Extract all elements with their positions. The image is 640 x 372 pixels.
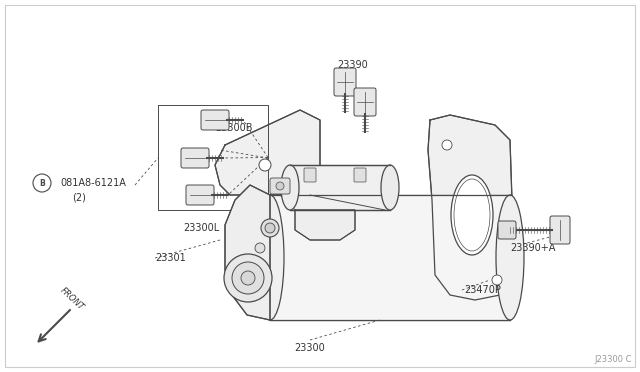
Ellipse shape	[224, 254, 272, 302]
FancyBboxPatch shape	[354, 168, 366, 182]
FancyBboxPatch shape	[270, 178, 290, 194]
Polygon shape	[428, 115, 512, 300]
FancyBboxPatch shape	[181, 148, 209, 168]
Text: 23390+A: 23390+A	[510, 243, 556, 253]
Polygon shape	[215, 110, 320, 195]
Text: FRONT: FRONT	[58, 286, 85, 312]
Circle shape	[492, 275, 502, 285]
Text: J23300 C: J23300 C	[595, 355, 632, 364]
FancyBboxPatch shape	[354, 88, 376, 116]
Circle shape	[276, 182, 284, 190]
Text: 23390: 23390	[337, 60, 368, 70]
Polygon shape	[295, 210, 355, 240]
Circle shape	[265, 223, 275, 233]
Ellipse shape	[241, 271, 255, 285]
Circle shape	[259, 159, 271, 171]
Ellipse shape	[381, 165, 399, 210]
Text: 23300: 23300	[294, 343, 325, 353]
Ellipse shape	[256, 195, 284, 320]
FancyBboxPatch shape	[201, 110, 229, 130]
Text: 23470P: 23470P	[464, 285, 501, 295]
Polygon shape	[225, 185, 270, 320]
FancyBboxPatch shape	[334, 68, 356, 96]
Circle shape	[442, 140, 452, 150]
Circle shape	[33, 174, 51, 192]
FancyBboxPatch shape	[550, 216, 570, 244]
Circle shape	[261, 219, 279, 237]
FancyBboxPatch shape	[498, 221, 516, 239]
Text: B: B	[39, 179, 45, 187]
Text: 23300L: 23300L	[183, 223, 220, 233]
FancyBboxPatch shape	[290, 165, 390, 210]
FancyBboxPatch shape	[270, 195, 510, 320]
Text: 081A8-6121A: 081A8-6121A	[60, 178, 126, 188]
FancyBboxPatch shape	[186, 185, 214, 205]
FancyBboxPatch shape	[304, 168, 316, 182]
Ellipse shape	[451, 175, 493, 255]
Text: 23301: 23301	[155, 253, 186, 263]
Text: (2): (2)	[72, 192, 86, 202]
Ellipse shape	[496, 195, 524, 320]
Ellipse shape	[281, 165, 299, 210]
Circle shape	[255, 243, 265, 253]
Text: 23300B: 23300B	[215, 123, 253, 133]
Ellipse shape	[232, 262, 264, 294]
